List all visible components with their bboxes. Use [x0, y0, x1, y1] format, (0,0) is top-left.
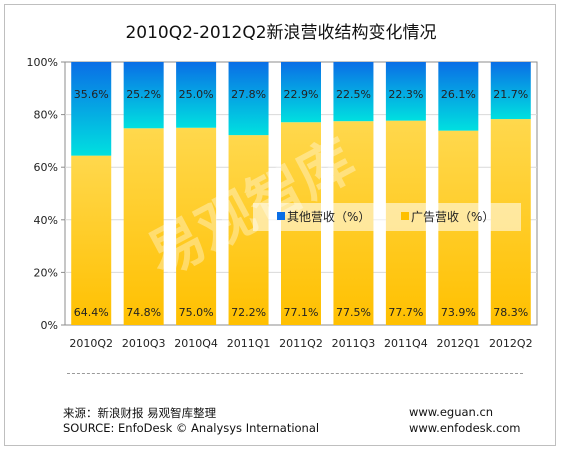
legend-label-ad: 广告营收（%） — [411, 210, 494, 224]
data-label-other: 22.3% — [388, 88, 423, 101]
legend-swatch-other — [277, 212, 285, 220]
data-label-ad: 72.2% — [231, 306, 266, 319]
stacked-bar-chart: 2010Q2-2012Q2新浪营收结构变化情况 0% 20% 40% 60% 80% 100… — [27, 23, 538, 350]
data-label-ad: 77.7% — [388, 306, 423, 319]
x-tick-label: 2012Q2 — [489, 337, 533, 350]
y-tick-label: 20% — [34, 266, 58, 279]
legend-swatch-ad — [401, 212, 409, 220]
bar-ad-revenue — [123, 128, 164, 325]
data-label-ad: 77.5% — [336, 306, 371, 319]
bar-other-revenue — [490, 62, 531, 120]
url-eguan: www.eguan.cn — [409, 405, 494, 419]
data-label-other: 22.5% — [336, 88, 371, 101]
x-tick-label: 2011Q3 — [332, 337, 376, 350]
legend-box — [253, 203, 521, 231]
data-label-other: 21.7% — [493, 88, 528, 101]
bar-other-revenue — [281, 62, 321, 123]
data-label-other: 27.8% — [231, 88, 266, 101]
bar-other-revenue — [333, 62, 374, 122]
data-label-other: 26.1% — [441, 88, 476, 101]
y-tick-label: 0% — [41, 319, 58, 332]
source-en: SOURCE: EnfoDesk © Analysys Internationa… — [63, 421, 320, 435]
y-tick-label: 40% — [34, 214, 58, 227]
bar-other-revenue — [385, 62, 426, 121]
y-tick-label: 60% — [34, 161, 58, 174]
data-label-other: 35.6% — [74, 88, 109, 101]
bar-other-revenue — [228, 62, 269, 136]
data-label-other: 25.0% — [179, 88, 214, 101]
bar-other-revenue — [438, 62, 479, 131]
bar-ad-revenue — [176, 127, 217, 325]
legend-label-other: 其他营收（%） — [287, 210, 370, 224]
data-label-ad: 75.0% — [179, 306, 214, 319]
y-tick-label: 100% — [27, 56, 58, 69]
bar-other-revenue — [176, 62, 217, 128]
x-tick-label: 2011Q2 — [279, 337, 323, 350]
data-label-ad: 74.8% — [126, 306, 161, 319]
data-label-ad: 78.3% — [493, 306, 528, 319]
x-tick-label: 2012Q1 — [437, 337, 481, 350]
x-tick-label: 2010Q3 — [122, 337, 166, 350]
bar-ad-revenue — [71, 155, 112, 325]
source-cn: 来源：新浪财报 易观智库整理 — [63, 406, 217, 420]
data-label-ad: 77.1% — [284, 306, 319, 319]
y-tick-label: 80% — [34, 109, 58, 122]
x-tick-label: 2010Q2 — [69, 337, 113, 350]
data-label-ad: 64.4% — [74, 306, 109, 319]
data-label-other: 22.9% — [284, 88, 319, 101]
x-tick-label: 2011Q4 — [384, 337, 428, 350]
data-label-other: 25.2% — [126, 88, 161, 101]
url-enfodesk: www.enfodesk.com — [409, 421, 521, 435]
bar-other-revenue — [123, 62, 164, 129]
chart-title: 2010Q2-2012Q2新浪营收结构变化情况 — [125, 23, 436, 43]
bar-other-revenue — [71, 62, 112, 156]
x-tick-label: 2011Q1 — [227, 337, 271, 350]
data-label-ad: 73.9% — [441, 306, 476, 319]
footer-divider — [67, 373, 523, 374]
chart-frame: 2010Q2-2012Q2新浪营收结构变化情况 0% 20% 40% 60% 80% 100… — [4, 4, 556, 446]
x-tick-label: 2010Q4 — [174, 337, 218, 350]
